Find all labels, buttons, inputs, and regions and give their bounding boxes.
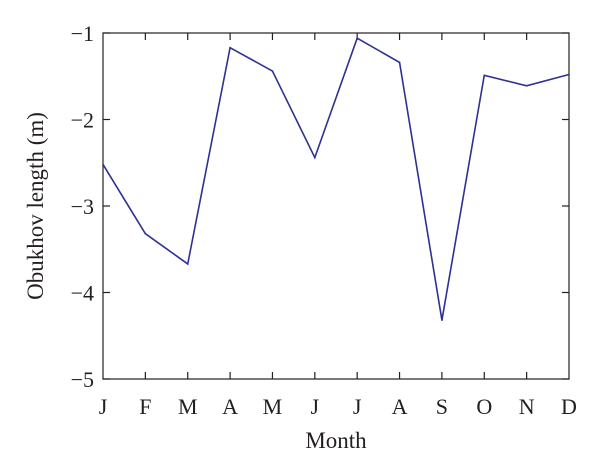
- x-tick-label: J: [99, 394, 108, 419]
- y-tick-label: −2: [71, 108, 94, 133]
- data-point: [102, 163, 104, 166]
- x-tick-label: F: [139, 394, 151, 419]
- y-tick-label: −1: [71, 21, 94, 46]
- x-tick-label: A: [392, 394, 408, 419]
- data-point: [568, 73, 570, 76]
- data-point: [229, 46, 231, 49]
- series-line: [102, 37, 570, 321]
- data-point: [483, 74, 486, 77]
- x-tick-label: J: [353, 394, 362, 419]
- y-tick-label: −4: [71, 281, 94, 306]
- x-tick-label: M: [263, 394, 283, 419]
- x-tick-label: D: [561, 394, 577, 419]
- x-tick-label: N: [519, 394, 535, 419]
- plot-border: [102, 32, 570, 380]
- series-layer: [102, 37, 570, 321]
- x-tick-label: S: [436, 394, 448, 419]
- x-tick-label: J: [311, 394, 320, 419]
- data-point: [186, 263, 189, 265]
- x-tick-label: M: [178, 394, 198, 419]
- y-tick-label: −5: [71, 367, 94, 392]
- x-tick-label: A: [222, 394, 238, 419]
- x-axis-label: Month: [305, 428, 367, 453]
- data-point: [441, 319, 443, 321]
- y-tick-label: −3: [71, 194, 94, 219]
- data-point: [314, 156, 316, 159]
- y-axis-label: Obukhov length (m): [23, 112, 48, 300]
- plot-frame: [102, 32, 570, 380]
- data-point: [356, 37, 358, 39]
- x-tick-label: O: [476, 394, 492, 419]
- data-point: [271, 70, 274, 72]
- y-axis-ticks: −5 −4 −3 −2 −1: [71, 21, 569, 392]
- data-point: [525, 84, 528, 87]
- data-point: [144, 232, 147, 235]
- data-point: [398, 61, 401, 64]
